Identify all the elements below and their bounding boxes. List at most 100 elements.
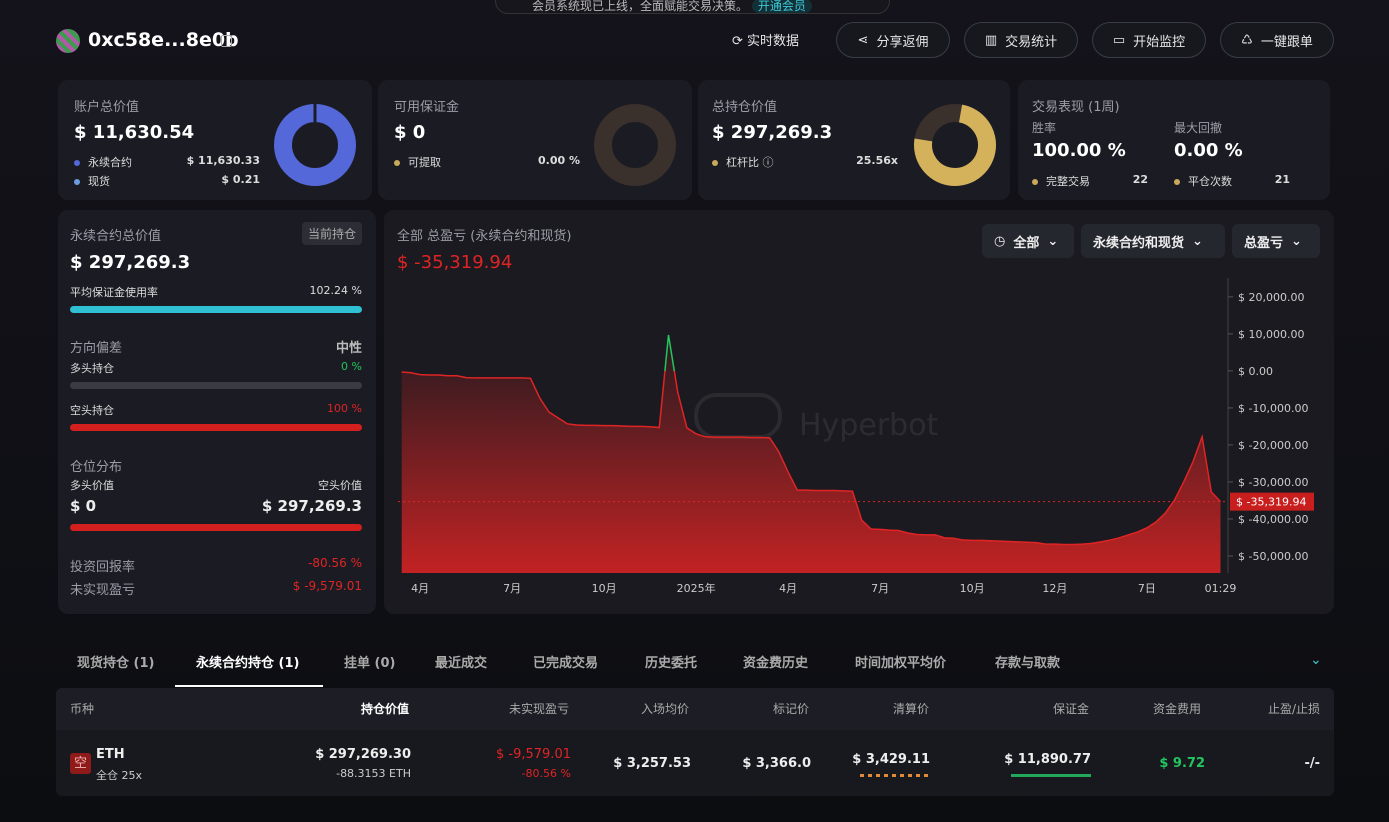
tab[interactable]: 永续合约持仓 (1)	[196, 656, 300, 671]
row: 平仓次数 21	[1174, 173, 1290, 189]
chart-value: $ -35,319.94	[397, 252, 513, 273]
card-title: 账户总价值	[74, 100, 140, 115]
chart: Hyperbot $ 20,000.00 $ 10,000.00 $ 0.00 $ -1…	[398, 278, 1314, 595]
donut	[914, 104, 996, 186]
row-label: 完整交易	[1046, 175, 1090, 188]
current-label: $ -35,319.94	[1236, 496, 1306, 509]
column-header: 持仓价值	[360, 702, 409, 716]
tag: 当前持仓	[301, 222, 362, 245]
row-value: 25.56x	[856, 154, 898, 167]
coin[interactable]: ETH	[96, 747, 125, 762]
button-label: 开始监控	[1133, 34, 1186, 50]
tab[interactable]: 资金费历史	[743, 656, 809, 671]
label: 多头价值	[70, 479, 114, 492]
scope-dropdown[interactable]: 永续合约和现货 ⌄	[1081, 224, 1225, 258]
perp-panel: 永续合约总价值 当前持仓 $ 297,269.3 平均保证金使用率 102.24…	[58, 210, 376, 614]
tab[interactable]: 最近成交	[435, 656, 488, 671]
tab[interactable]: 挂单 (0)	[344, 656, 396, 671]
column-header: 清算价	[892, 702, 929, 716]
stat-value: 0.00 %	[1174, 140, 1243, 161]
share-button[interactable]: ⋖ 分享返佣	[836, 22, 950, 58]
dropdown-label: 总盈亏	[1244, 235, 1284, 251]
bias-value: 中性	[335, 341, 362, 356]
row-label: 杠杆比	[726, 156, 759, 169]
label: 空头持仓	[70, 404, 114, 417]
section-title: 仓位分布	[70, 460, 123, 475]
x-tick-label: 7月	[871, 582, 889, 595]
entry-price: $ 3,257.53	[613, 756, 691, 771]
label: 投资回报率	[70, 560, 136, 575]
current-label-box	[1230, 492, 1314, 511]
banner-link[interactable]: 开通会员	[751, 0, 812, 13]
tab[interactable]: 已完成交易	[533, 656, 599, 671]
donut	[274, 104, 356, 186]
y-tick-label: $ -50,000.00	[1238, 550, 1308, 563]
value: -80.56 %	[308, 556, 362, 570]
stats-button[interactable]: ▥ 交易统计	[964, 22, 1078, 58]
position-size: -88.3153 ETH	[336, 767, 411, 780]
card-value: $ 0	[394, 122, 426, 143]
tab[interactable]: 现货持仓 (1)	[77, 656, 155, 671]
tab[interactable]: 存款与取款	[995, 656, 1061, 671]
column-header: 未实现盈亏	[508, 702, 569, 716]
tab-underline	[175, 685, 323, 687]
donut-arc	[914, 104, 996, 186]
column-header: 币种	[70, 702, 95, 716]
usage-bar	[70, 306, 362, 313]
row-value: 0.00 %	[538, 154, 580, 167]
x-tick-label: 01:29	[1205, 582, 1237, 595]
column-header: 标记价	[772, 702, 809, 716]
x-tick-label: 2025年	[677, 581, 716, 595]
label: 未实现盈亏	[70, 583, 136, 598]
value: 102.24 %	[309, 284, 362, 297]
card: 总持仓价值 $ 297,269.3 杠杆比 ⓘ 25.56x	[698, 80, 1010, 200]
row: 现货 $ 0.21	[74, 173, 260, 189]
banner[interactable]: 会员系统现已上线，全面赋能交易决策。 开通会员	[495, 0, 890, 14]
metric-dropdown[interactable]: 总盈亏 ⌄	[1232, 224, 1320, 258]
chart-panel: Hyperbot $ 20,000.00 $ 10,000.00 $ 0.00 $ -1…	[384, 210, 1334, 614]
column-header: 入场均价	[640, 702, 689, 716]
label: 空头价值	[318, 479, 362, 492]
unrealized-pnl-pct: -80.56 %	[521, 767, 571, 780]
realtime-button[interactable]: ⟳ 实时数据	[732, 34, 800, 49]
card-title: 交易表现 (1周)	[1032, 100, 1120, 115]
y-tick-label: $ 20,000.00	[1238, 291, 1304, 304]
donut-ring	[274, 104, 356, 186]
row: 可提取 0.00 %	[394, 154, 580, 170]
watermark-logo	[694, 393, 782, 439]
collapse-icon[interactable]: ⌄	[1310, 652, 1322, 668]
margin-mode: 全仓 25x	[96, 769, 143, 782]
donut	[594, 104, 676, 186]
line	[401, 334, 1222, 546]
long-bar	[70, 382, 362, 389]
copy-icon[interactable]	[221, 35, 232, 47]
copytrade-button[interactable]: ♺ 一键跟单	[1220, 22, 1334, 58]
banner-text: 会员系统现已上线，全面赋能交易决策。	[532, 0, 749, 13]
tp-sl[interactable]: -/-	[1304, 756, 1320, 771]
position-value: $ 297,269.30	[315, 747, 411, 762]
avatar	[56, 29, 80, 53]
y-tick-label: $ -10,000.00	[1238, 402, 1308, 415]
monitor-button[interactable]: ▭ 开始监控	[1092, 22, 1206, 58]
stat-value: 100.00 %	[1032, 140, 1126, 161]
tab[interactable]: 时间加权平均价	[855, 656, 947, 671]
row-value: 22	[1132, 173, 1148, 186]
range-dropdown[interactable]: ◷ 全部 ⌄	[982, 224, 1074, 258]
watermark: Hyperbot	[799, 408, 939, 443]
panel-title: 永续合约总价值	[70, 229, 162, 244]
tab[interactable]: 历史委托	[645, 656, 698, 671]
chart-title: 全部 总盈亏 (永续合约和现货)	[397, 229, 572, 244]
row-value: 21	[1274, 173, 1290, 186]
column-header: 保证金	[1052, 702, 1089, 716]
x-tick-label: 7日	[1138, 582, 1156, 595]
stat-label: 最大回撤	[1174, 121, 1223, 135]
liquidation-price: $ 3,429.11	[852, 752, 930, 767]
button-label: 交易统计	[1005, 34, 1058, 50]
section-title: 方向偏差	[70, 341, 123, 356]
card-title: 可用保证金	[394, 100, 460, 115]
row: 永续合约 $ 11,630.33	[74, 154, 260, 170]
margin: $ 11,890.77	[1004, 752, 1091, 767]
button-label: 一键跟单	[1260, 34, 1313, 50]
column-header: 止盈/止损	[1267, 702, 1320, 716]
